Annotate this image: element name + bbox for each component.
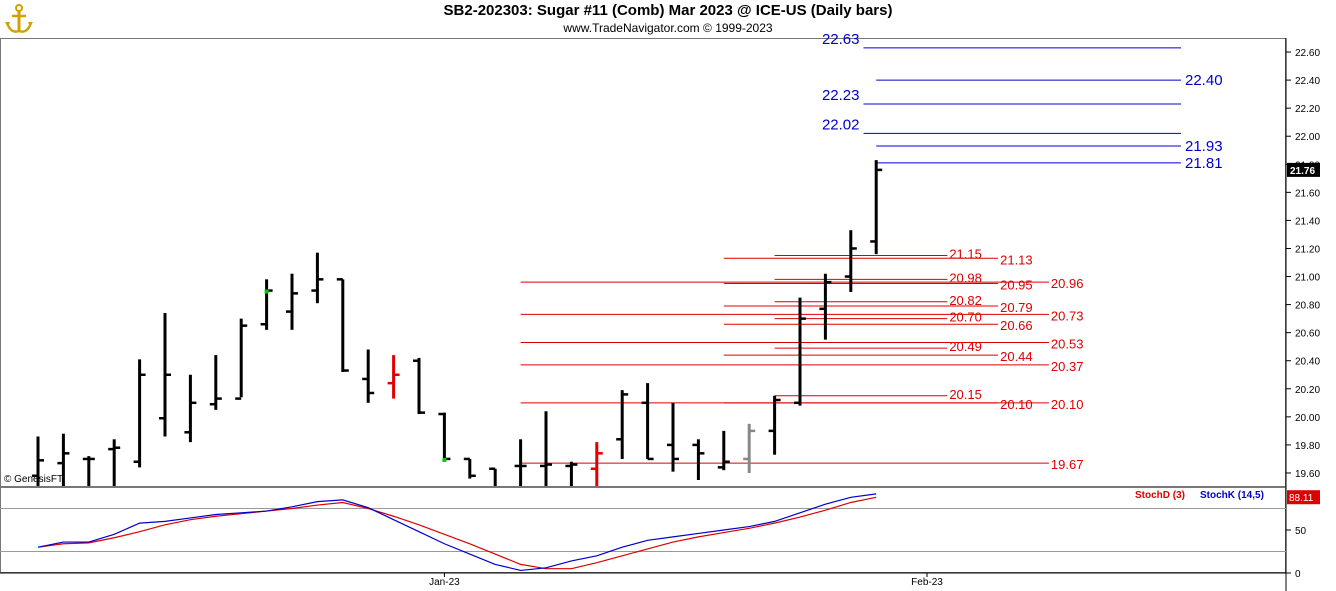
level-label: 20.10 xyxy=(1000,397,1033,412)
stoch-tick-label: 0 xyxy=(1295,569,1301,580)
chart-subtitle: www.TradeNavigator.com © 1999-2023 xyxy=(563,21,773,35)
level-label: 22.02 xyxy=(822,116,860,133)
price-tick-label: 22.40 xyxy=(1295,76,1320,87)
price-tick-label: 22.60 xyxy=(1295,48,1320,59)
chart-title: SB2-202303: Sugar #11 (Comb) Mar 2023 @ … xyxy=(443,2,893,19)
x-tick-label: Jan-23 xyxy=(429,577,460,588)
price-tick-label: 22.20 xyxy=(1295,104,1320,115)
price-tick-label: 20.80 xyxy=(1295,301,1320,312)
stochd-line xyxy=(37,496,877,570)
level-label: 21.15 xyxy=(949,246,982,261)
level-label: 19.67 xyxy=(1051,457,1084,472)
watermark-text: © GenesisFT xyxy=(4,474,64,485)
bar-up-marker xyxy=(442,457,447,462)
level-label: 22.23 xyxy=(822,87,860,104)
level-label: 20.49 xyxy=(949,339,982,354)
level-label: 20.10 xyxy=(1051,397,1084,412)
price-tick-label: 21.20 xyxy=(1295,244,1320,255)
level-label: 20.96 xyxy=(1051,276,1084,291)
stoch-panel-frame xyxy=(0,487,1286,573)
price-tick-label: 21.00 xyxy=(1295,273,1320,284)
price-tick-label: 21.40 xyxy=(1295,216,1320,227)
price-tick-label: 22.00 xyxy=(1295,132,1320,143)
level-label: 20.98 xyxy=(949,270,982,285)
price-tick-label: 20.60 xyxy=(1295,329,1320,340)
stochk-legend: StochK (14,5) xyxy=(1200,490,1264,501)
chart-header: SB2-202303: Sugar #11 (Comb) Mar 2023 @ … xyxy=(0,0,1336,38)
level-label: 22.40 xyxy=(1185,72,1223,89)
level-label: 20.70 xyxy=(949,310,982,325)
level-label: 22.63 xyxy=(822,31,860,48)
level-label: 21.81 xyxy=(1185,155,1223,172)
stochk-line xyxy=(37,493,877,572)
level-label: 20.44 xyxy=(1000,349,1033,364)
bar-up-marker xyxy=(264,289,269,294)
anchor-logo-icon xyxy=(4,3,34,35)
level-label: 20.73 xyxy=(1051,308,1084,323)
price-tick-label: 20.00 xyxy=(1295,413,1320,424)
price-tick-label: 21.60 xyxy=(1295,188,1320,199)
price-tick-label: 19.80 xyxy=(1295,441,1320,452)
level-label: 20.53 xyxy=(1051,336,1084,351)
price-tick-label: 20.40 xyxy=(1295,357,1320,368)
x-tick-label: Feb-23 xyxy=(911,577,943,588)
stoch-tick-label: 50 xyxy=(1295,526,1307,537)
stoch-value-label: 88.11 xyxy=(1289,493,1314,504)
level-label: 20.82 xyxy=(949,293,982,308)
level-label: 21.13 xyxy=(1000,252,1033,267)
level-label: 20.95 xyxy=(1000,278,1033,293)
last-price-box xyxy=(1287,162,1320,177)
level-label: 20.15 xyxy=(949,387,982,402)
price-tick-label: 20.20 xyxy=(1295,385,1320,396)
price-tick-label: 19.60 xyxy=(1295,469,1320,480)
level-label: 21.93 xyxy=(1185,138,1223,155)
stochd-legend: StochD (3) xyxy=(1135,490,1185,501)
last-price-label: 21.76 xyxy=(1290,166,1315,177)
level-label: 20.66 xyxy=(1000,318,1033,333)
level-label: 20.37 xyxy=(1051,359,1084,374)
stoch-value-box xyxy=(1287,490,1320,505)
level-label: 20.79 xyxy=(1000,300,1033,315)
price-panel-frame xyxy=(0,38,1286,487)
